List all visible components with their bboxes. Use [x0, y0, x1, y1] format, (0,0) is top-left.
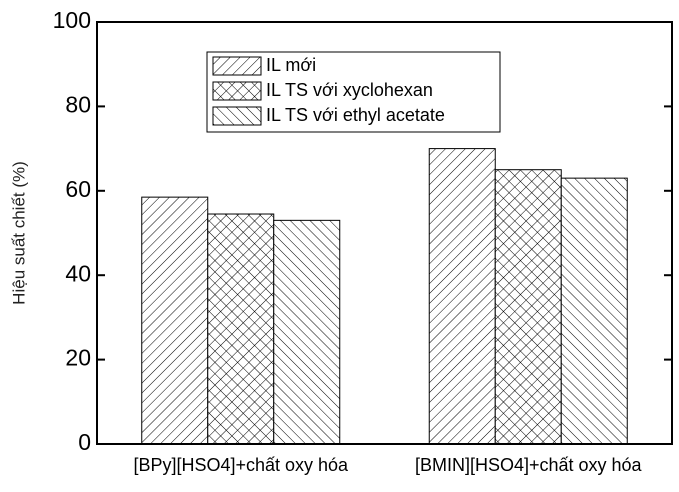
x-tick-label: [BMIN][HSO4]+chất oxy hóa [415, 455, 643, 475]
legend-swatch [212, 81, 262, 101]
legend-swatch [212, 106, 262, 126]
y-tick-label: 80 [65, 91, 91, 117]
bar [273, 219, 341, 445]
y-tick-label: 20 [65, 345, 91, 371]
y-tick-label: 0 [78, 429, 91, 455]
y-axis-label: Hiệu suất chiết (%) [9, 161, 28, 305]
legend-label: IL mới [266, 55, 316, 75]
bar [560, 177, 628, 445]
y-tick-label: 40 [65, 260, 91, 286]
bar [494, 169, 562, 445]
legend-label: IL TS với xyclohexan [266, 80, 433, 100]
legend-label: IL TS với ethyl acetate [266, 105, 445, 125]
bar [207, 213, 275, 445]
legend-swatch [212, 56, 262, 76]
x-tick-label: [BPy][HSO4]+chất oxy hóa [133, 455, 349, 475]
bar [428, 148, 496, 445]
y-tick-label: 60 [65, 176, 91, 202]
bar [141, 196, 209, 445]
y-tick-label: 100 [53, 7, 91, 33]
plot-frame [96, 21, 673, 445]
